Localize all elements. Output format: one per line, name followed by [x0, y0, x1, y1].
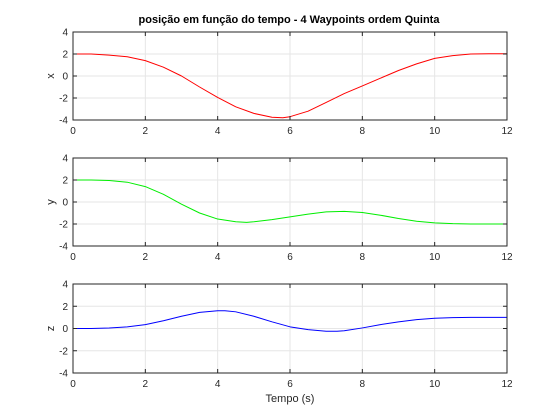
y-tick-label: 4 — [62, 28, 68, 39]
y-tick-label: 2 — [62, 302, 68, 313]
subplot-z: 0 2 4 6 8 10 12 4 2 0 -2 -4 z Tempo (s) — [45, 280, 513, 406]
grid — [72, 31, 508, 121]
y-tick-label: 2 — [62, 176, 68, 187]
x-tick-label: 12 — [501, 379, 513, 390]
x-tick-label: 8 — [360, 126, 366, 137]
y-tick-label: 0 — [62, 72, 68, 83]
x-axis-label: Tempo (s) — [266, 393, 315, 405]
y-tick-label: 0 — [62, 198, 68, 209]
y-tick-label: -4 — [59, 242, 68, 253]
y-tick-label: 4 — [62, 154, 68, 165]
figure-title: posição em função do tempo - 4 Waypoints… — [139, 14, 441, 26]
y-axis-label: y — [45, 199, 57, 205]
x-tick-label: 10 — [429, 379, 441, 390]
y-tick-label: 4 — [62, 280, 68, 291]
grid — [72, 157, 508, 247]
x-tick-label: 10 — [429, 252, 441, 263]
y-tick-label: 0 — [62, 324, 68, 335]
x-tick-label: 4 — [215, 252, 221, 263]
x-tick-label: 8 — [360, 379, 366, 390]
grid — [72, 283, 508, 374]
y-tick-label: -2 — [59, 94, 68, 105]
y-axis-label: z — [45, 326, 57, 332]
x-tick-label: 6 — [287, 379, 293, 390]
series-line-z — [73, 310, 507, 332]
x-tick-label: 4 — [215, 126, 221, 137]
series-line-x — [73, 53, 507, 119]
y-tick-label: 2 — [62, 50, 68, 61]
x-tick-label: 6 — [287, 126, 293, 137]
x-tick-label: 2 — [143, 252, 149, 263]
y-tick-label: -4 — [59, 369, 68, 380]
y-tick-label: -2 — [59, 220, 68, 231]
x-tick-label: 6 — [287, 252, 293, 263]
x-tick-label: 2 — [143, 126, 149, 137]
x-tick-label: 8 — [360, 252, 366, 263]
x-tick-label: 2 — [143, 379, 149, 390]
x-tick-label: 4 — [215, 379, 221, 390]
x-tick-label: 0 — [70, 126, 76, 137]
y-tick-label: -2 — [59, 346, 68, 357]
x-tick-label: 0 — [70, 252, 76, 263]
series-line-y — [73, 179, 507, 225]
x-tick-label: 12 — [501, 252, 513, 263]
y-tick-label: -4 — [59, 116, 68, 127]
subplot-x: 0 2 4 6 8 10 12 4 2 0 -2 -4 x — [45, 28, 513, 138]
x-tick-label: 0 — [70, 379, 76, 390]
x-tick-label: 10 — [429, 126, 441, 137]
x-tick-label: 12 — [501, 126, 513, 137]
subplot-y: 0 2 4 6 8 10 12 4 2 0 -2 -4 y — [45, 154, 513, 264]
y-axis-label: x — [45, 73, 57, 79]
